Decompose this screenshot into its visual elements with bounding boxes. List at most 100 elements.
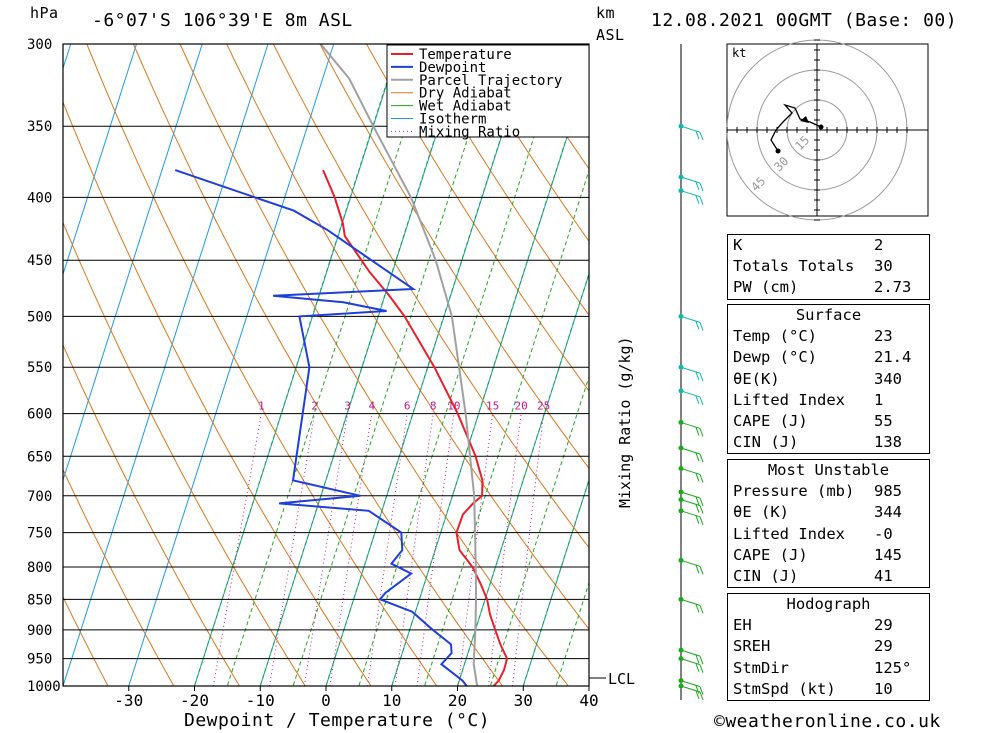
surface-value: 55 xyxy=(874,411,893,430)
wet-adiabat-line xyxy=(489,375,589,686)
isotherm-line xyxy=(63,44,203,482)
legend-label: Dewpoint xyxy=(419,60,486,76)
wind-barb xyxy=(680,658,704,673)
isotherm-line xyxy=(63,44,269,686)
surface-row: Temp (°C) 23 xyxy=(728,326,929,347)
surface-key: CAPE (J) xyxy=(733,411,808,430)
copyright-label: ©weatheronline.co.uk xyxy=(714,711,941,732)
most-unstable-row: Lifted Index -0 xyxy=(728,524,929,545)
wind-barb xyxy=(680,510,704,526)
legend-label: Mixing Ratio xyxy=(419,124,520,140)
surface-row: θE(K) 340 xyxy=(728,369,929,390)
isotherm-line xyxy=(0,44,5,686)
dewpoint-line xyxy=(174,169,468,686)
datetime-label: 12.08.2021 00GMT (Base: 00) xyxy=(651,10,958,31)
dry-adiabat-line xyxy=(272,44,589,549)
surface-key: Temp (°C) xyxy=(733,327,817,346)
wet-adiabat-line xyxy=(259,44,466,686)
wind-barb xyxy=(680,680,704,695)
most-unstable-row: CIN (J) 41 xyxy=(728,566,929,587)
dry-adiabat-line xyxy=(459,44,589,243)
index-key: K xyxy=(733,236,743,254)
pressure-tick-label: 350 xyxy=(27,119,52,135)
hodograph-value: 29 xyxy=(874,616,893,635)
wind-barb xyxy=(680,685,704,701)
wet-adiabat-line xyxy=(358,44,565,686)
x-tick-label: 40 xyxy=(579,691,598,710)
hodograph-marker xyxy=(775,148,781,154)
most-unstable-value: 344 xyxy=(874,503,902,522)
most-unstable-value: 985 xyxy=(874,482,902,501)
pressure-tick-label: 950 xyxy=(27,652,52,668)
pressure-unit-label: hPa xyxy=(30,4,59,22)
mixing-ratio-line xyxy=(394,413,434,686)
isotherm-line xyxy=(128,44,335,686)
most-unstable-key: Pressure (mb) xyxy=(733,482,855,501)
legend-label: Dry Adiabat xyxy=(419,86,512,102)
index-value: 2.73 xyxy=(874,278,912,297)
most-unstable-value: 145 xyxy=(874,545,902,564)
mixing-ratio-line xyxy=(488,413,522,686)
wet-adiabat-line xyxy=(292,44,499,686)
surface-row: CAPE (J) 55 xyxy=(728,411,929,432)
dry-adiabat-line xyxy=(63,595,109,686)
x-tick-label: 10 xyxy=(382,691,401,710)
most-unstable-table: Most Unstable Pressure (mb) 985 θE (K) 344 L… xyxy=(727,459,930,589)
most-unstable-key: CIN (J) xyxy=(733,566,799,585)
hodograph-title: Hodograph xyxy=(786,595,871,613)
surface-table: Surface Temp (°C) 23 Dewp (°C) 21.4 θE(K) 340… xyxy=(727,304,930,455)
mixing-ratio-label: 15 xyxy=(486,400,499,413)
hodograph-key: StmDir xyxy=(733,658,789,677)
pressure-tick-label: 700 xyxy=(27,489,52,505)
pressure-tick-label: 550 xyxy=(27,360,52,376)
dry-adiabat-line xyxy=(63,100,372,686)
mixing-ratio-label: 1 xyxy=(258,400,265,413)
most-unstable-value: 41 xyxy=(874,566,893,585)
mixing-ratio-line xyxy=(367,413,408,686)
wind-barb xyxy=(680,559,704,575)
most-unstable-key: θE (K) xyxy=(733,503,789,522)
km-unit-label: km xyxy=(596,4,616,22)
most-unstable-row: Pressure (mb) 985 xyxy=(728,481,929,502)
mixing-ratio-label: 25 xyxy=(537,400,550,413)
mixing-ratio-line xyxy=(512,413,545,686)
temperature-line xyxy=(322,169,509,686)
wind-barb xyxy=(680,125,704,141)
hodograph-value: 125° xyxy=(874,658,912,677)
surface-row: Dewp (°C) 21.4 xyxy=(728,347,929,368)
wind-barb xyxy=(680,467,704,483)
x-tick-label: -10 xyxy=(246,691,275,710)
pressure-tick-label: 400 xyxy=(27,190,52,206)
dry-adiabat-line xyxy=(957,26,1000,712)
mixing-ratio-axis-label: Mixing Ratio (g/kg) xyxy=(616,336,634,508)
surface-row: Lifted Index 1 xyxy=(728,390,929,411)
hodograph-marker xyxy=(818,124,824,130)
most-unstable-row: θE (K) 344 xyxy=(728,502,929,523)
surface-value: 23 xyxy=(874,327,893,346)
surface-value: 21.4 xyxy=(874,348,912,367)
index-row: Totals Totals 30 xyxy=(728,256,929,277)
surface-value: 340 xyxy=(874,369,902,388)
pressure-tick-label: 1000 xyxy=(27,679,61,695)
surface-row: CIN (J) 138 xyxy=(728,432,929,453)
mixing-ratio-line xyxy=(303,413,349,686)
wet-adiabat-line xyxy=(193,44,400,686)
pressure-tick-label: 650 xyxy=(27,449,52,465)
surface-key: Lifted Index xyxy=(733,390,845,409)
x-tick-label: 0 xyxy=(321,691,331,710)
mixing-ratio-label: 8 xyxy=(430,400,437,413)
hodograph-key: SREH xyxy=(733,637,771,656)
most-unstable-key: Lifted Index xyxy=(733,524,845,543)
dry-adiabat-line xyxy=(63,221,306,686)
hodograph-unit-label: kt xyxy=(732,46,746,60)
wind-barb xyxy=(680,598,704,614)
asl-unit-label: ASL xyxy=(596,26,625,44)
legend-label: Parcel Trajectory xyxy=(419,73,562,89)
index-value: 30 xyxy=(874,257,893,276)
x-tick-label: 30 xyxy=(514,691,533,710)
wind-barb xyxy=(680,176,704,192)
wind-barb xyxy=(680,421,704,437)
mixing-ratio-label: 6 xyxy=(404,400,411,413)
